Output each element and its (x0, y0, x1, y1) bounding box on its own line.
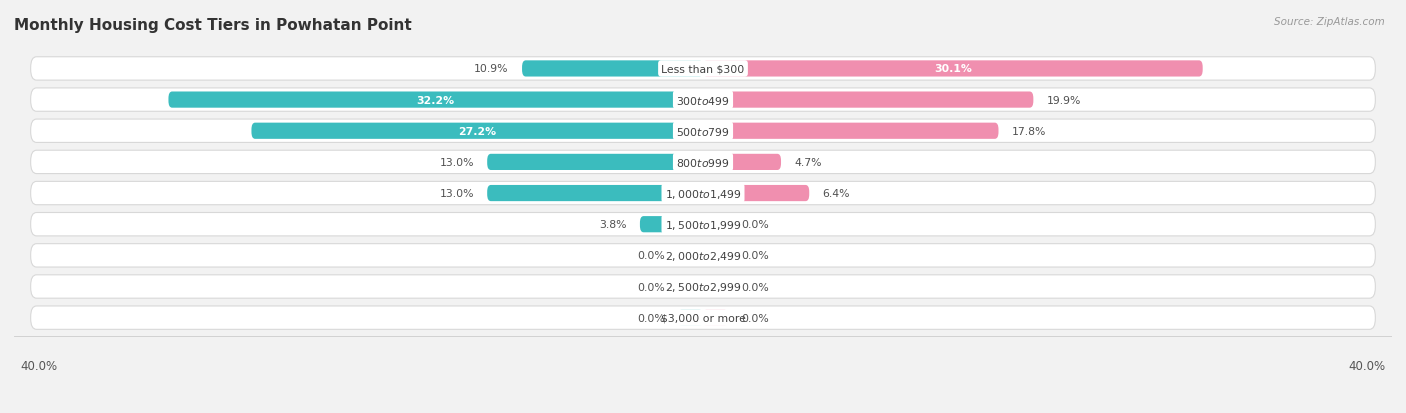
FancyBboxPatch shape (703, 123, 998, 140)
Text: $1,500 to $1,999: $1,500 to $1,999 (665, 218, 741, 231)
FancyBboxPatch shape (31, 151, 1375, 174)
FancyBboxPatch shape (678, 248, 703, 264)
Text: 0.0%: 0.0% (637, 313, 665, 323)
FancyBboxPatch shape (252, 123, 703, 140)
FancyBboxPatch shape (703, 216, 728, 233)
FancyBboxPatch shape (31, 306, 1375, 330)
FancyBboxPatch shape (31, 89, 1375, 112)
Text: $800 to $999: $800 to $999 (676, 157, 730, 169)
FancyBboxPatch shape (31, 182, 1375, 205)
FancyBboxPatch shape (31, 120, 1375, 143)
Text: 27.2%: 27.2% (458, 126, 496, 136)
FancyBboxPatch shape (640, 216, 703, 233)
FancyBboxPatch shape (703, 61, 1202, 77)
FancyBboxPatch shape (703, 279, 728, 295)
FancyBboxPatch shape (31, 213, 1375, 236)
Text: 30.1%: 30.1% (934, 64, 972, 74)
Text: $2,500 to $2,999: $2,500 to $2,999 (665, 280, 741, 293)
Text: 19.9%: 19.9% (1046, 95, 1081, 105)
Text: 0.0%: 0.0% (741, 313, 769, 323)
Text: 17.8%: 17.8% (1012, 126, 1046, 136)
FancyBboxPatch shape (169, 92, 703, 109)
FancyBboxPatch shape (703, 92, 1033, 109)
Text: 0.0%: 0.0% (637, 282, 665, 292)
Text: 6.4%: 6.4% (823, 189, 851, 199)
Text: $500 to $799: $500 to $799 (676, 126, 730, 138)
FancyBboxPatch shape (678, 310, 703, 326)
Text: $300 to $499: $300 to $499 (676, 94, 730, 106)
FancyBboxPatch shape (31, 244, 1375, 267)
Text: Monthly Housing Cost Tiers in Powhatan Point: Monthly Housing Cost Tiers in Powhatan P… (14, 18, 412, 33)
FancyBboxPatch shape (488, 154, 703, 171)
Text: $1,000 to $1,499: $1,000 to $1,499 (665, 187, 741, 200)
Text: 10.9%: 10.9% (474, 64, 509, 74)
Text: $3,000 or more: $3,000 or more (661, 313, 745, 323)
FancyBboxPatch shape (678, 279, 703, 295)
Text: 0.0%: 0.0% (741, 251, 769, 261)
FancyBboxPatch shape (522, 61, 703, 77)
Text: $2,000 to $2,499: $2,000 to $2,499 (665, 249, 741, 262)
FancyBboxPatch shape (703, 310, 728, 326)
Text: 0.0%: 0.0% (741, 220, 769, 230)
Text: 13.0%: 13.0% (440, 157, 474, 168)
FancyBboxPatch shape (703, 154, 780, 171)
FancyBboxPatch shape (31, 58, 1375, 81)
FancyBboxPatch shape (703, 185, 810, 202)
Text: 0.0%: 0.0% (637, 251, 665, 261)
Text: 4.7%: 4.7% (794, 157, 821, 168)
FancyBboxPatch shape (703, 248, 728, 264)
FancyBboxPatch shape (31, 275, 1375, 299)
Text: 32.2%: 32.2% (416, 95, 454, 105)
Text: Less than $300: Less than $300 (661, 64, 745, 74)
Text: 0.0%: 0.0% (741, 282, 769, 292)
Text: 13.0%: 13.0% (440, 189, 474, 199)
FancyBboxPatch shape (488, 185, 703, 202)
Text: Source: ZipAtlas.com: Source: ZipAtlas.com (1274, 17, 1385, 26)
Text: 3.8%: 3.8% (599, 220, 627, 230)
